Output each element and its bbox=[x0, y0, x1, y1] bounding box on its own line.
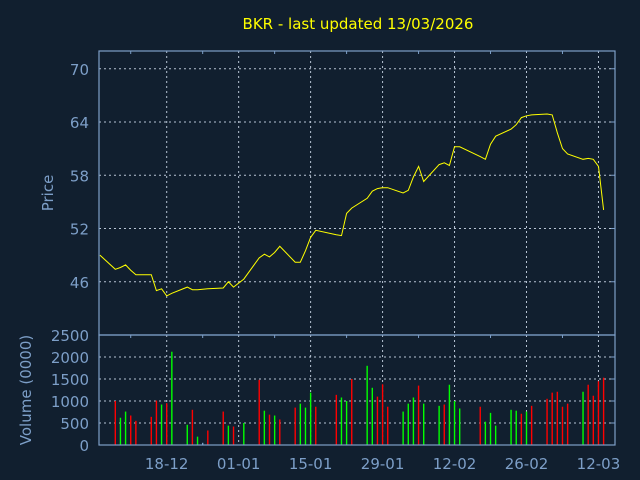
price-tick-label: 64 bbox=[70, 114, 89, 132]
price-tick-label: 52 bbox=[70, 221, 89, 239]
grid bbox=[99, 51, 615, 445]
date-tick-label: 29-01 bbox=[361, 455, 405, 473]
axes bbox=[98, 50, 616, 446]
price-series bbox=[99, 113, 605, 297]
price-tick-label: 70 bbox=[70, 61, 89, 79]
date-tick-label: 26-02 bbox=[505, 455, 549, 473]
volume-plot-frame bbox=[98, 334, 616, 446]
volume-axis-label: Volume (0000) bbox=[17, 335, 35, 445]
date-tick-label: 12-02 bbox=[433, 455, 477, 473]
date-tick-label: 18-12 bbox=[145, 455, 189, 473]
volume-tick-label: 500 bbox=[60, 415, 89, 433]
volume-tick-label: 1000 bbox=[51, 393, 89, 411]
chart-title: BKR - last updated 13/03/2026 bbox=[243, 15, 474, 33]
price-tick-label: 58 bbox=[70, 167, 89, 185]
volume-bars bbox=[114, 351, 605, 445]
tick-labels: 46 52 58 64 70 0 500 1000 1500 2000 2500 18-12 01-01… bbox=[51, 61, 620, 473]
price-line bbox=[99, 113, 605, 297]
volume-tick-label: 0 bbox=[79, 437, 89, 455]
date-tick-label: 12-03 bbox=[577, 455, 621, 473]
volume-tick-label: 2500 bbox=[51, 327, 89, 345]
volume-tick-label: 2000 bbox=[51, 349, 89, 367]
price-plot-frame bbox=[98, 50, 616, 336]
date-tick-label: 15-01 bbox=[289, 455, 333, 473]
price-tick-label: 46 bbox=[70, 274, 89, 292]
volume-tick-label: 1500 bbox=[51, 371, 89, 389]
date-tick-label: 01-01 bbox=[217, 455, 261, 473]
price-axis-label: Price bbox=[39, 175, 57, 212]
